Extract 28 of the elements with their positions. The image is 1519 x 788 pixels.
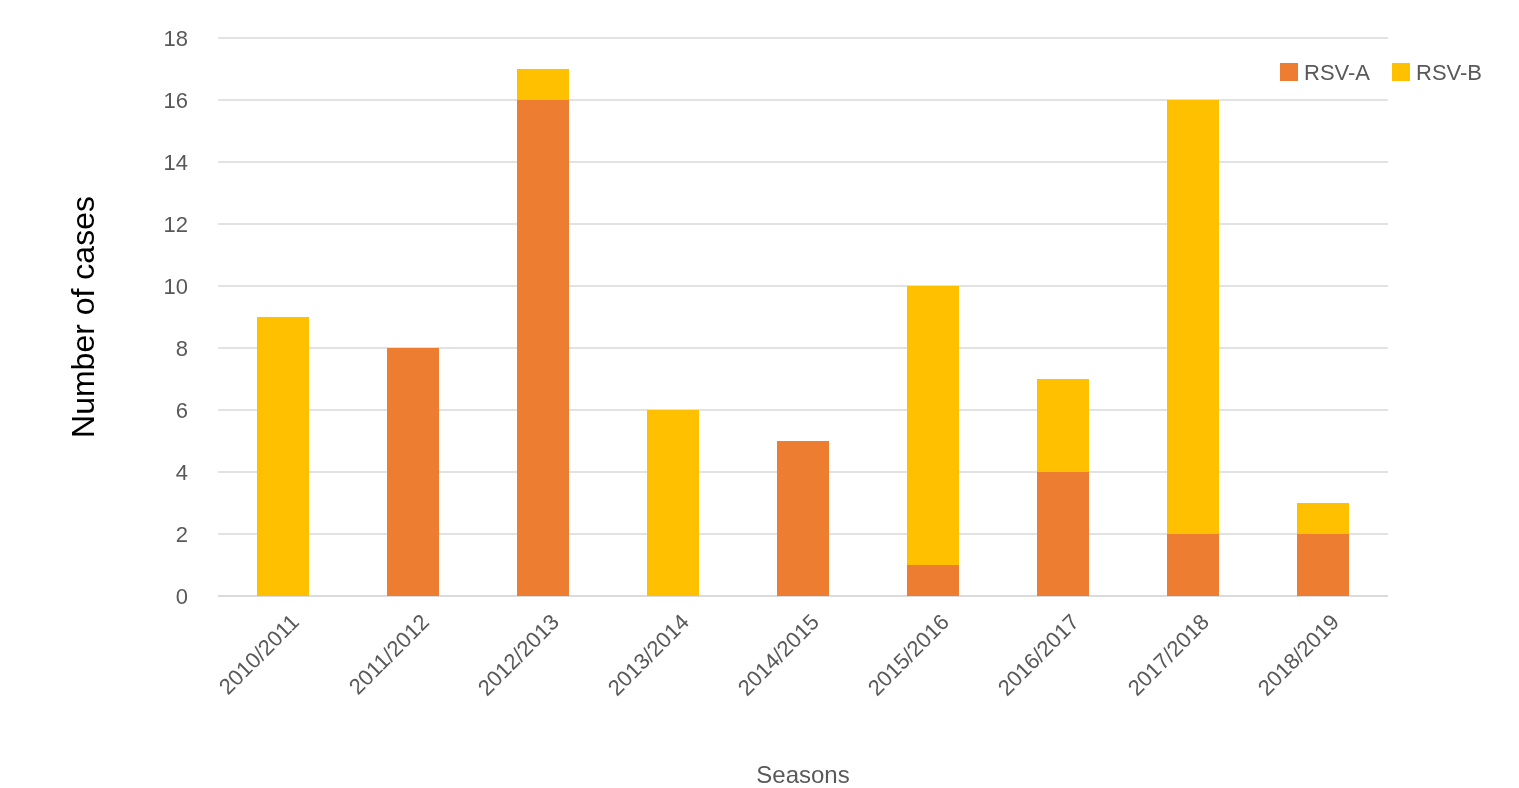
bar — [1037, 472, 1089, 596]
y-tick-label: 2 — [175, 521, 188, 547]
bar — [387, 348, 439, 596]
y-tick-label: 4 — [175, 459, 188, 485]
bar — [777, 441, 829, 596]
bar — [907, 565, 959, 596]
y-tick-label: 8 — [175, 335, 188, 361]
y-tick-label: 10 — [163, 273, 188, 299]
y-tick-label: 0 — [175, 583, 188, 609]
y-tick-label: 18 — [163, 25, 188, 51]
y-tick-label: 16 — [163, 87, 188, 113]
bar — [1297, 534, 1349, 596]
bar — [517, 69, 569, 100]
bar — [1167, 100, 1219, 534]
bar — [1167, 534, 1219, 596]
y-tick-label: 14 — [163, 149, 188, 175]
bar — [257, 317, 309, 596]
bar — [647, 410, 699, 596]
bar — [1037, 379, 1089, 472]
y-tick-label: 6 — [175, 397, 188, 423]
y-axis-title: Number of cases — [65, 196, 101, 438]
legend-label: RSV-A — [1304, 59, 1371, 85]
x-axis-title: Seasons — [756, 761, 850, 788]
legend-label: RSV-B — [1416, 59, 1483, 85]
bar — [907, 286, 959, 565]
y-tick-label: 12 — [163, 211, 188, 237]
bar — [1297, 503, 1349, 534]
bar — [517, 100, 569, 596]
